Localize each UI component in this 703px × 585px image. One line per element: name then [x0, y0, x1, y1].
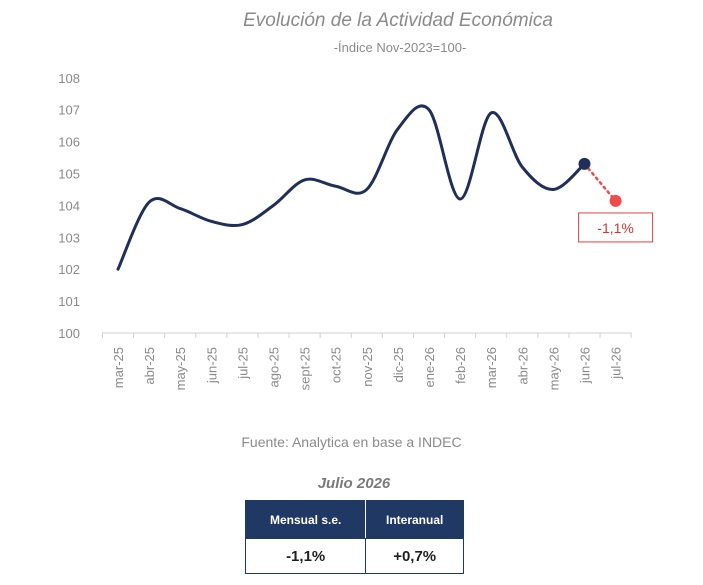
x-tick-label: jun-25	[204, 347, 219, 384]
y-tick-label: 106	[58, 135, 80, 150]
x-tick-label: mar-26	[484, 347, 499, 388]
x-tick-label: jul-26	[609, 347, 624, 380]
summary-header-monthly: Mensual s.e.	[244, 500, 367, 539]
x-tick-label: feb-26	[453, 347, 468, 384]
projection-line	[583, 162, 617, 203]
y-tick-label: 101	[58, 294, 80, 309]
y-tick-label: 105	[58, 167, 80, 182]
y-tick-label: 108	[58, 71, 80, 86]
summary-period: Julio 2026	[317, 475, 391, 492]
last-data-point	[578, 157, 591, 170]
x-tick-label: jun-26	[578, 347, 593, 384]
x-tick-label: ene-26	[422, 347, 437, 387]
summary-value-yearly: +0,7%	[365, 538, 464, 574]
annotation-label: -1,1%	[597, 220, 634, 236]
y-tick-label: 102	[58, 262, 80, 277]
x-tick-label: dic-25	[391, 347, 406, 382]
series-line	[116, 104, 586, 271]
x-tick-label: abr-25	[142, 347, 157, 385]
chart: Evolución de la Actividad Económica -Índ…	[58, 10, 654, 390]
summary-value-monthly: -1,1%	[244, 538, 367, 574]
x-tick-label: mar-25	[111, 347, 126, 388]
x-tick-label: ago-25	[267, 347, 282, 387]
x-tick-label: may-26	[546, 347, 561, 390]
summary-table: Mensual s.e. Interanual -1,1% +0,7%	[244, 500, 464, 574]
y-axis: 100 101 102 103 104 105 106 107 108	[58, 71, 80, 341]
summary-value-row: -1,1% +0,7%	[244, 538, 464, 574]
chart-subtitle: -Índice Nov-2023=100-	[334, 40, 467, 55]
projected-point	[609, 194, 622, 207]
summary-header-yearly: Interanual	[365, 500, 464, 539]
chart-title: Evolución de la Actividad Económica	[243, 10, 553, 31]
x-tick-label: jul-25	[235, 347, 250, 380]
summary-header-row: Mensual s.e. Interanual	[244, 500, 464, 539]
y-tick-label: 100	[58, 326, 80, 341]
plot-area: -1,1%	[116, 104, 654, 271]
x-tick-label: nov-25	[360, 347, 375, 387]
x-tick-label: sept-25	[298, 347, 313, 390]
y-tick-label: 103	[58, 230, 80, 245]
x-axis: mar-25 abr-25 may-25 jun-25 jul-25 ago-25 sept…	[101, 332, 632, 390]
y-tick-label: 104	[58, 198, 80, 213]
x-tick-label: may-25	[173, 347, 188, 390]
x-tick-label: abr-26	[515, 347, 530, 385]
source-note: Fuente: Analytica en base a INDEC	[241, 434, 462, 450]
x-tick-label: oct-25	[329, 347, 344, 383]
annotation-box	[578, 212, 654, 243]
y-tick-label: 107	[58, 103, 80, 118]
